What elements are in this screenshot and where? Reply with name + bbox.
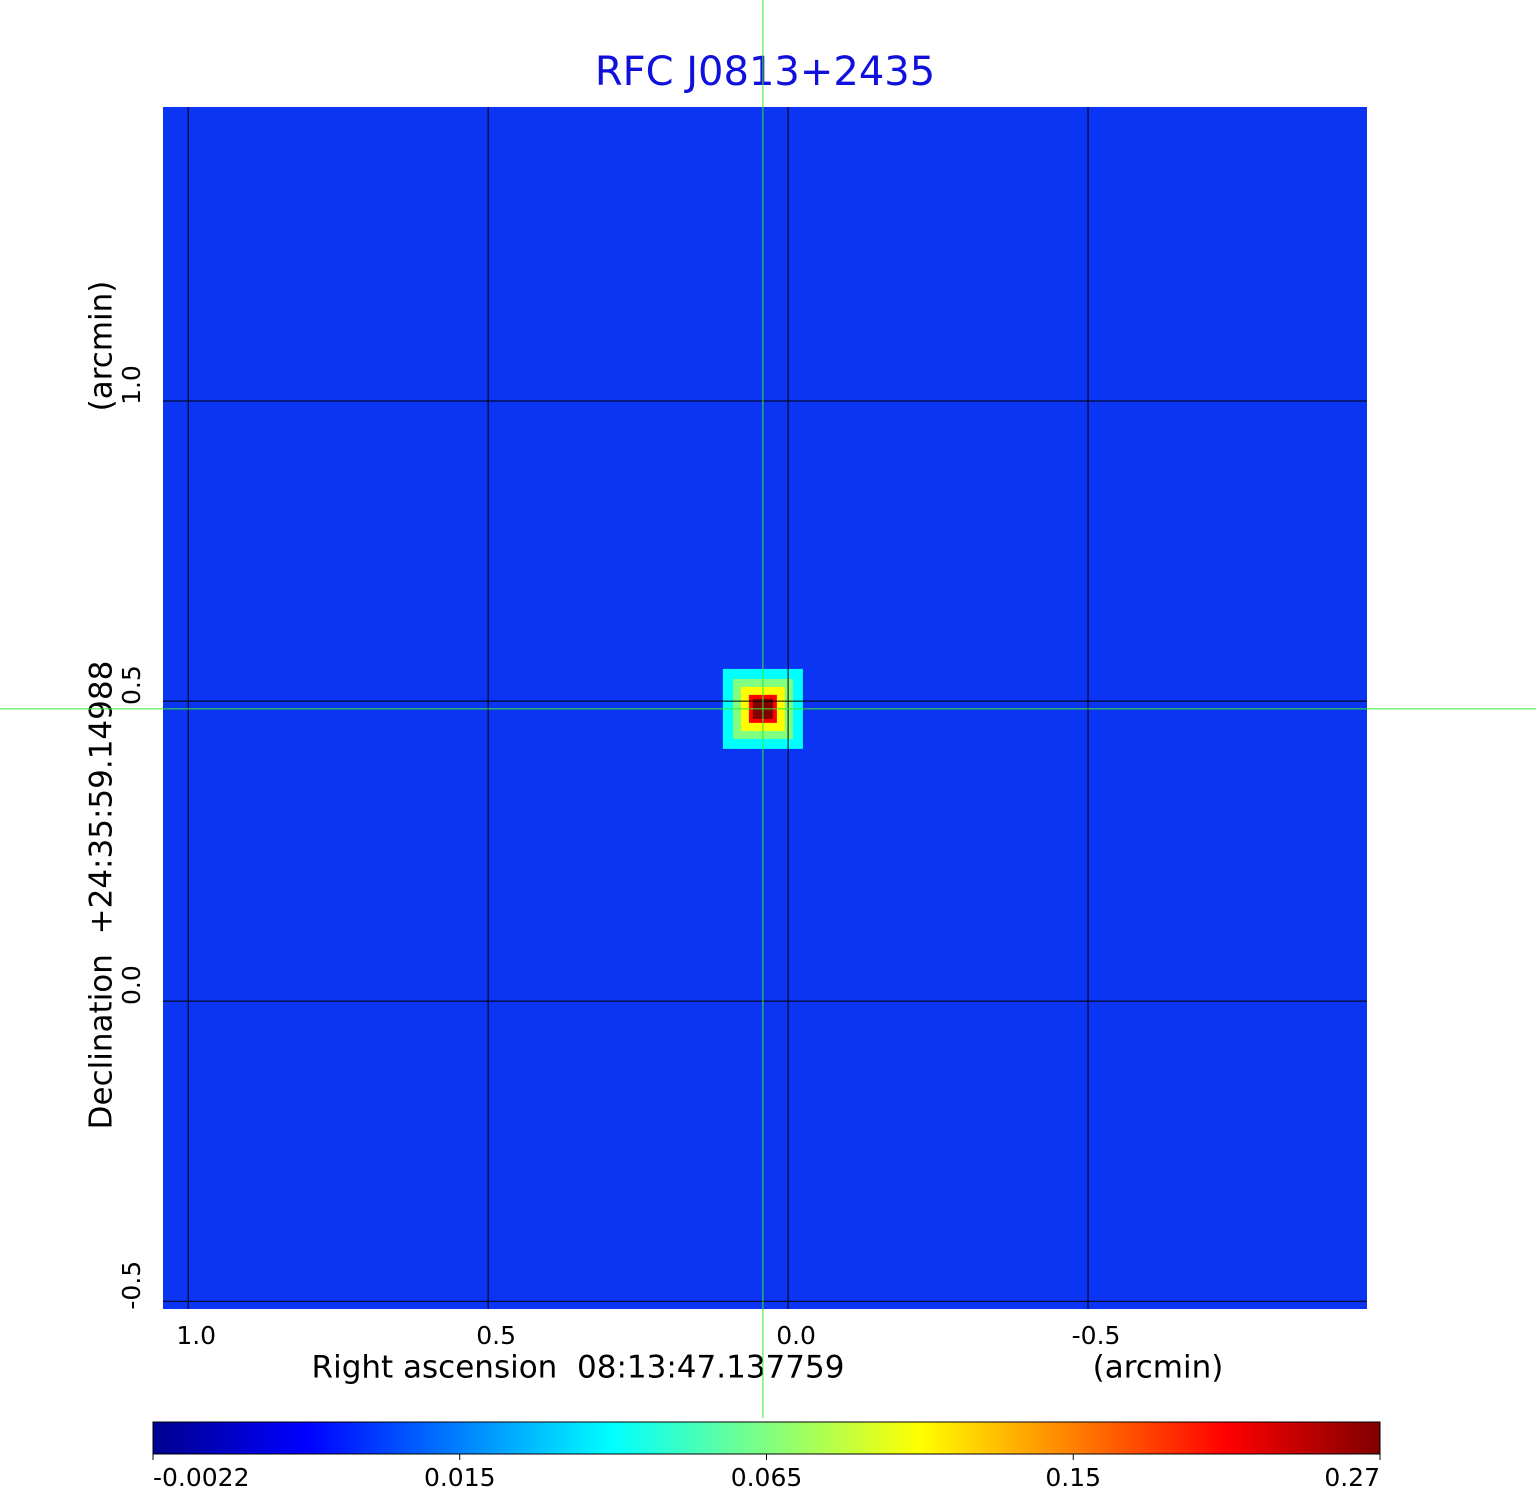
x-tick-label: 1.0 xyxy=(176,1321,216,1350)
chart-title: RFC J0813+2435 xyxy=(595,49,935,95)
colorbar-tick-label: 0.27 xyxy=(1324,1463,1380,1492)
x-tick-label: 0.0 xyxy=(776,1321,816,1350)
colorbar-tick-label: -0.0022 xyxy=(153,1463,250,1492)
y-tick-label: -0.5 xyxy=(117,1261,146,1310)
y-axis-label: Declination +24:35:59.14988 xyxy=(84,661,120,1130)
colorbar-tick-label: 0.065 xyxy=(731,1463,803,1492)
colorbar-tick-label: 0.15 xyxy=(1045,1463,1101,1492)
y-tick-label: 1.0 xyxy=(117,365,146,405)
y-axis-unit: (arcmin) xyxy=(84,281,120,412)
x-tick-label: 0.5 xyxy=(476,1321,516,1350)
y-tick-label: 0.5 xyxy=(117,665,146,705)
x-tick-label: -0.5 xyxy=(1072,1321,1121,1350)
x-axis-unit: (arcmin) xyxy=(1093,1350,1224,1386)
x-axis-label: Right ascension 08:13:47.137759 xyxy=(312,1350,845,1386)
colorbar xyxy=(152,1421,1381,1455)
y-tick-label: 0.0 xyxy=(117,965,146,1005)
colorbar-tick-label: 0.015 xyxy=(424,1463,496,1492)
